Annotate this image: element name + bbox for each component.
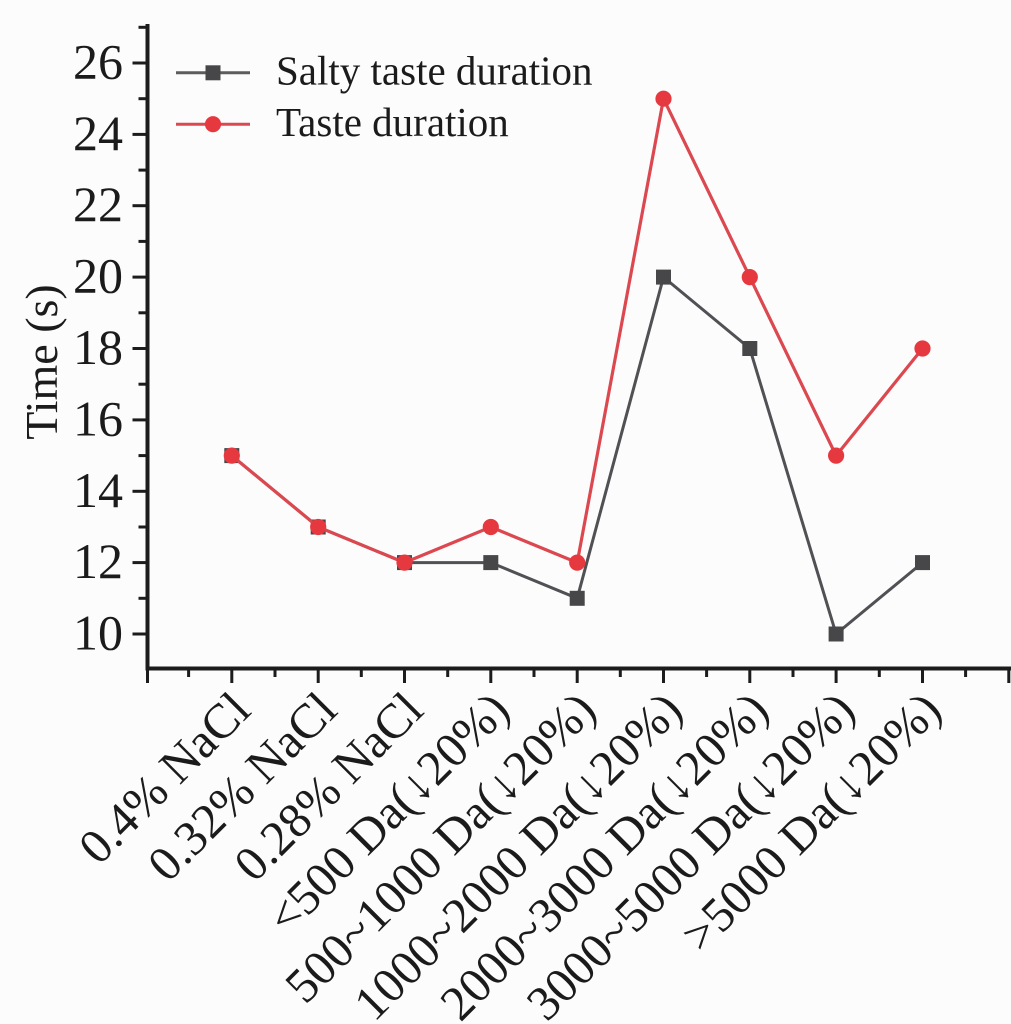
svg-text:Salty taste duration: Salty taste duration bbox=[276, 48, 593, 94]
svg-text:14: 14 bbox=[73, 462, 123, 518]
svg-text:24: 24 bbox=[73, 105, 123, 161]
svg-text:Time (s): Time (s) bbox=[16, 284, 67, 440]
svg-text:26: 26 bbox=[73, 34, 123, 90]
svg-text:20: 20 bbox=[73, 248, 123, 304]
svg-text:10: 10 bbox=[73, 605, 123, 661]
svg-text:18: 18 bbox=[73, 319, 123, 375]
svg-text:Taste duration: Taste duration bbox=[276, 99, 509, 145]
svg-text:16: 16 bbox=[73, 390, 123, 446]
svg-text:22: 22 bbox=[73, 176, 123, 232]
svg-text:12: 12 bbox=[73, 533, 123, 589]
